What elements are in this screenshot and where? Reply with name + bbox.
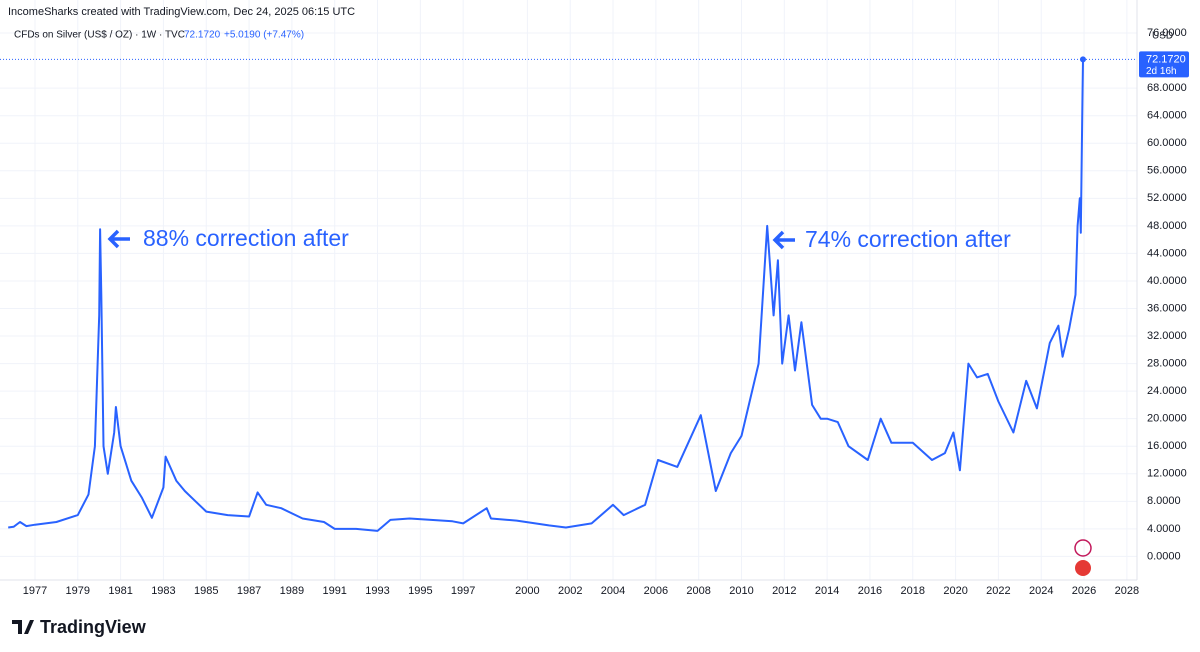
annotation: 74% correction after [805, 226, 1011, 252]
event-icon[interactable] [1074, 539, 1092, 557]
y-tick-label: 20.0000 [1147, 413, 1187, 425]
x-tick-label: 2028 [1115, 585, 1139, 597]
price-tag [1139, 51, 1189, 78]
y-tick-label: 8.0000 [1147, 495, 1181, 507]
x-tick-label: 2022 [986, 585, 1010, 597]
price-change: +5.0190 (+7.47%) [224, 30, 304, 41]
x-tick-label: 1981 [108, 585, 132, 597]
event-icon[interactable] [1075, 560, 1091, 576]
price-tag-countdown: 2d 16h [1146, 66, 1177, 77]
header: IncomeSharks created with TradingView.co… [8, 6, 355, 18]
logo [12, 620, 34, 634]
x-tick-label: 1993 [365, 585, 389, 597]
x-tick-label: 1997 [451, 585, 475, 597]
x-tick-label: 2000 [515, 585, 539, 597]
x-tick-label: 2002 [558, 585, 582, 597]
x-tick-label: 2018 [901, 585, 925, 597]
x-tick-label: 2024 [1029, 585, 1053, 597]
last-point [1079, 56, 1086, 63]
y-tick-label: 64.0000 [1147, 110, 1187, 122]
y-tick-label: 56.0000 [1147, 165, 1187, 177]
x-tick-label: 2016 [858, 585, 882, 597]
y-tick-label: 44.0000 [1147, 247, 1187, 259]
price-line [8, 59, 1084, 532]
x-tick-label: 2020 [943, 585, 967, 597]
y-tick-label: 12.0000 [1147, 468, 1187, 480]
x-tick-label: 1977 [23, 585, 47, 597]
x-tick-label: 2014 [815, 585, 839, 597]
x-tick-label: 1991 [322, 585, 346, 597]
symbol: CFDs on Silver (US$ / OZ) · 1W · TVC [14, 30, 185, 41]
y-tick-label: 24.0000 [1147, 385, 1187, 397]
y-tick-label: 68.0000 [1147, 82, 1187, 94]
y-tick-label: 4.0000 [1147, 523, 1181, 535]
last-price: 72.1720 [184, 30, 221, 41]
x-tick-label: 2004 [601, 585, 625, 597]
arrow [772, 230, 795, 250]
brand: TradingView [40, 617, 147, 637]
y-tick-label: 36.0000 [1147, 302, 1187, 314]
x-tick-label: 2010 [729, 585, 753, 597]
x-tick-label: 1989 [280, 585, 304, 597]
x-tick-label: 1979 [66, 585, 90, 597]
annotation: 88% correction after [143, 225, 349, 251]
y-tick-label: 52.0000 [1147, 192, 1187, 204]
y-tick-label: 60.0000 [1147, 137, 1187, 149]
arrow [107, 229, 130, 249]
y-tick-label: 48.0000 [1147, 220, 1187, 232]
x-tick-label: 2008 [686, 585, 710, 597]
x-tick-label: 1987 [237, 585, 261, 597]
y-tick-label: 28.0000 [1147, 357, 1187, 369]
x-tick-label: 1995 [408, 585, 432, 597]
price-tag-label: 72.1720 [1146, 53, 1186, 65]
currency: USD [1152, 31, 1173, 42]
x-tick-label: 1985 [194, 585, 218, 597]
x-tick-label: 1983 [151, 585, 175, 597]
y-tick-label: 0.0000 [1147, 550, 1181, 562]
x-tick-label: 2012 [772, 585, 796, 597]
y-tick-label: 76.0000 [1147, 27, 1187, 39]
x-tick-label: 2006 [644, 585, 668, 597]
y-tick-label: 32.0000 [1147, 330, 1187, 342]
x-tick-label: 2026 [1072, 585, 1096, 597]
y-tick-label: 16.0000 [1147, 440, 1187, 452]
y-tick-label: 40.0000 [1147, 275, 1187, 287]
